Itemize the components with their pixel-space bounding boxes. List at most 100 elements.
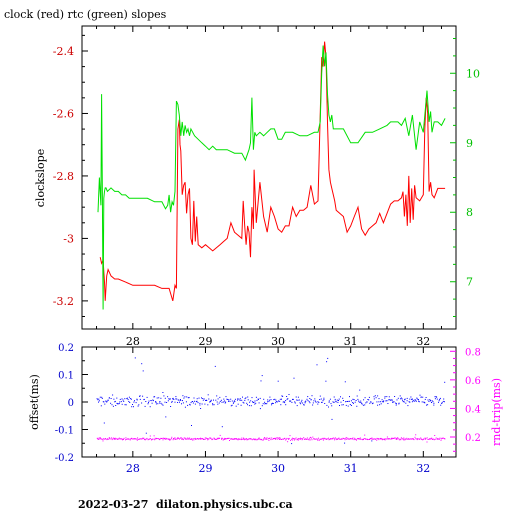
scatter-point-offset (221, 401, 223, 403)
scatter-point-rnd-trip (306, 439, 308, 440)
scatter-point-offset (352, 398, 354, 400)
scatter-point-offset (302, 402, 304, 404)
scatter-point-offset (184, 406, 186, 408)
scatter-point-offset (166, 402, 168, 403)
scatter-point-offset (398, 402, 400, 404)
scatter-point-rnd-trip (187, 438, 189, 440)
scatter-point-offset (345, 401, 347, 403)
scatter-point-rnd-trip (223, 438, 225, 440)
scatter-point-rnd-trip (337, 438, 339, 440)
scatter-point-offset (139, 398, 141, 400)
scatter-point-offset (232, 402, 234, 404)
scatter-point-offset (259, 397, 261, 399)
scatter-point-rnd-trip (136, 438, 138, 440)
slopes-x-tick-label: 31 (344, 335, 358, 348)
scatter-point-rnd-trip (272, 438, 274, 440)
scatter-point-offset (224, 400, 225, 402)
offset-x-axis: 28 29 30 31 32 (96, 347, 442, 475)
scatter-point-offset (328, 400, 330, 402)
scatter-point-rnd-trip (351, 438, 353, 440)
scatter-point-offset (217, 398, 219, 400)
scatter-point-offset (147, 403, 149, 405)
scatter-point-rnd-trip (186, 438, 188, 440)
scatter-point-rnd-trip (400, 439, 402, 441)
scatter-point-offset (330, 403, 332, 405)
scatter-point-offset (348, 400, 350, 402)
scatter-point-offset (375, 397, 377, 399)
scatter-point-offset (275, 401, 277, 403)
scatter-point-offset (98, 398, 100, 400)
scatter-point-rnd-trip (344, 439, 346, 441)
scatter-point-rnd-trip (415, 434, 417, 436)
scatter-point-rnd-trip (190, 438, 192, 440)
scatter-point-offset (397, 397, 399, 399)
scatter-point-offset (234, 398, 236, 400)
scatter-point-rnd-trip (202, 439, 204, 440)
scatter-point-offset (199, 404, 201, 406)
scatter-point-rnd-trip (439, 437, 441, 439)
scatter-point-offset (296, 399, 298, 401)
scatter-point-rnd-trip (329, 438, 331, 440)
scatter-point-rnd-trip (204, 437, 206, 439)
scatter-point-rnd-trip (438, 438, 440, 440)
scatter-point-offset (277, 380, 279, 382)
scatter-point-rnd-trip (426, 437, 428, 439)
scatter-point-offset (424, 402, 426, 404)
scatter-point-rnd-trip (266, 437, 268, 439)
scatter-point-rnd-trip (263, 437, 265, 439)
scatter-point-rnd-trip (175, 438, 177, 440)
scatter-point-offset (295, 396, 297, 398)
scatter-point-offset (444, 381, 446, 383)
scatter-point-rnd-trip (119, 438, 121, 440)
scatter-point-offset (336, 399, 338, 401)
scatter-point-rnd-trip (422, 439, 424, 441)
scatter-point-offset (427, 399, 429, 401)
scatter-point-offset (255, 396, 257, 398)
scatter-point-offset (412, 398, 413, 400)
slopes-y-tick-label: -2.8 (53, 170, 74, 183)
scatter-point-rnd-trip (375, 438, 377, 440)
scatter-point-offset (265, 403, 267, 404)
plot-title: clock (red) rtc (green) slopes (4, 8, 167, 21)
scatter-point-offset (226, 398, 228, 400)
scatter-point-offset (352, 402, 354, 404)
scatter-point-offset (303, 404, 305, 405)
scatter-point-offset (229, 400, 231, 402)
scatter-point-rnd-trip (436, 438, 438, 440)
scatter-point-rnd-trip (370, 438, 372, 439)
scatter-point-rnd-trip (416, 439, 418, 441)
scatter-point-rnd-trip (102, 440, 104, 442)
scatter-point-rnd-trip (366, 438, 368, 440)
scatter-point-offset (386, 400, 388, 402)
scatter-point-offset (200, 408, 202, 409)
scatter-point-rnd-trip (227, 437, 229, 439)
scatter-point-offset (112, 405, 114, 407)
scatter-point-rnd-trip (133, 438, 135, 440)
scatter-point-rnd-trip (123, 438, 124, 440)
scatter-point-offset (184, 396, 186, 398)
scatter-point-offset (282, 401, 284, 403)
scatter-point-offset (288, 394, 290, 395)
scatter-point-offset (224, 402, 226, 404)
scatter-point-offset (406, 397, 408, 399)
scatter-point-offset (396, 399, 398, 401)
scatter-point-rnd-trip (354, 438, 356, 440)
scatter-point-rnd-trip (347, 437, 349, 439)
scatter-point-offset (388, 399, 390, 401)
scatter-point-offset (180, 400, 182, 401)
scatter-point-offset (390, 399, 392, 401)
scatter-point-rnd-trip (180, 437, 182, 439)
scatter-point-rnd-trip (114, 438, 116, 440)
scatter-point-offset (372, 402, 374, 404)
scatter-point-rnd-trip (396, 437, 397, 439)
rndtrip-y-axis-label: rnd-trip(ms) (490, 378, 503, 446)
scatter-point-offset (356, 405, 358, 407)
scatter-point-rnd-trip (165, 438, 167, 440)
scatter-point-offset (134, 400, 135, 402)
scatter-point-offset (177, 402, 179, 403)
scatter-point-rnd-trip (326, 438, 328, 440)
scatter-point-offset (334, 400, 336, 402)
scatter-point-rnd-trip (396, 438, 398, 440)
scatter-point-offset (213, 399, 214, 401)
offset-y-tick-label: 0 (68, 398, 74, 409)
